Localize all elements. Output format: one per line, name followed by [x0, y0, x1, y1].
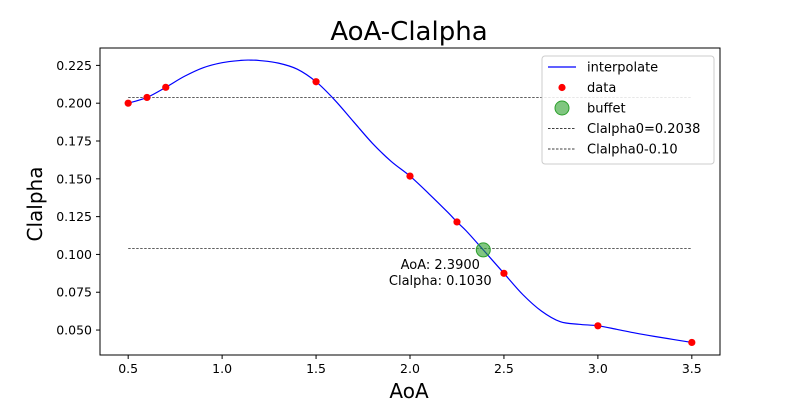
y-tick-label: 0.225 — [56, 58, 92, 73]
x-tick-label: 3.5 — [682, 361, 702, 376]
y-axis-label: Clalpha — [23, 167, 47, 242]
buffet-marker — [475, 242, 491, 258]
legend-marker-handle — [554, 100, 570, 116]
legend-label: data — [587, 81, 616, 96]
legend-label: buffet — [587, 102, 626, 117]
x-tick-label: 2.5 — [494, 361, 514, 376]
y-tick-label: 0.050 — [56, 323, 92, 338]
data-point — [143, 93, 151, 102]
chart-title: AoA-Clalpha — [330, 17, 487, 47]
data-point — [124, 99, 132, 107]
legend-label: Clalpha0=0.2038 — [587, 122, 700, 137]
axis-ticks: 0.5 1.0 1.5 2.0 2.5 3.0 3.5 0.050 0.075 0.100 0.12… — [56, 58, 702, 376]
y-tick-label: 0.175 — [56, 134, 92, 149]
x-tick-label: 1.0 — [212, 361, 232, 376]
y-tick-label: 0.200 — [56, 96, 92, 111]
data-point — [162, 83, 170, 91]
y-tick-label: 0.150 — [56, 171, 92, 186]
data-point — [453, 218, 461, 226]
y-tick-label: 0.125 — [56, 209, 92, 224]
x-tick-label: 1.5 — [306, 361, 326, 376]
data-point — [688, 338, 696, 347]
annotation-text: Clalpha: 0.1030 — [389, 274, 492, 289]
legend-box — [541, 55, 715, 165]
legend-label: interpolate — [587, 61, 658, 76]
x-tick-label: 3.0 — [588, 361, 608, 376]
data-point — [500, 269, 508, 277]
data-point — [406, 172, 414, 180]
y-tick-label: 0.075 — [56, 285, 92, 300]
x-tick-label: 2.0 — [400, 361, 420, 376]
x-tick-label: 0.5 — [118, 361, 138, 376]
legend-dot-handle — [558, 83, 566, 92]
data-point — [312, 78, 320, 86]
annotation-text: AoA: 2.3900 — [401, 258, 480, 273]
x-axis-label: AoA — [389, 379, 429, 400]
legend: interpolate data buffet Clalpha0=0.2038 Clal… — [541, 55, 715, 165]
data-point — [594, 322, 602, 330]
plot-area — [124, 59, 696, 347]
y-tick-label: 0.100 — [56, 247, 92, 262]
legend-label: Clalpha0-0.10 — [587, 143, 678, 158]
